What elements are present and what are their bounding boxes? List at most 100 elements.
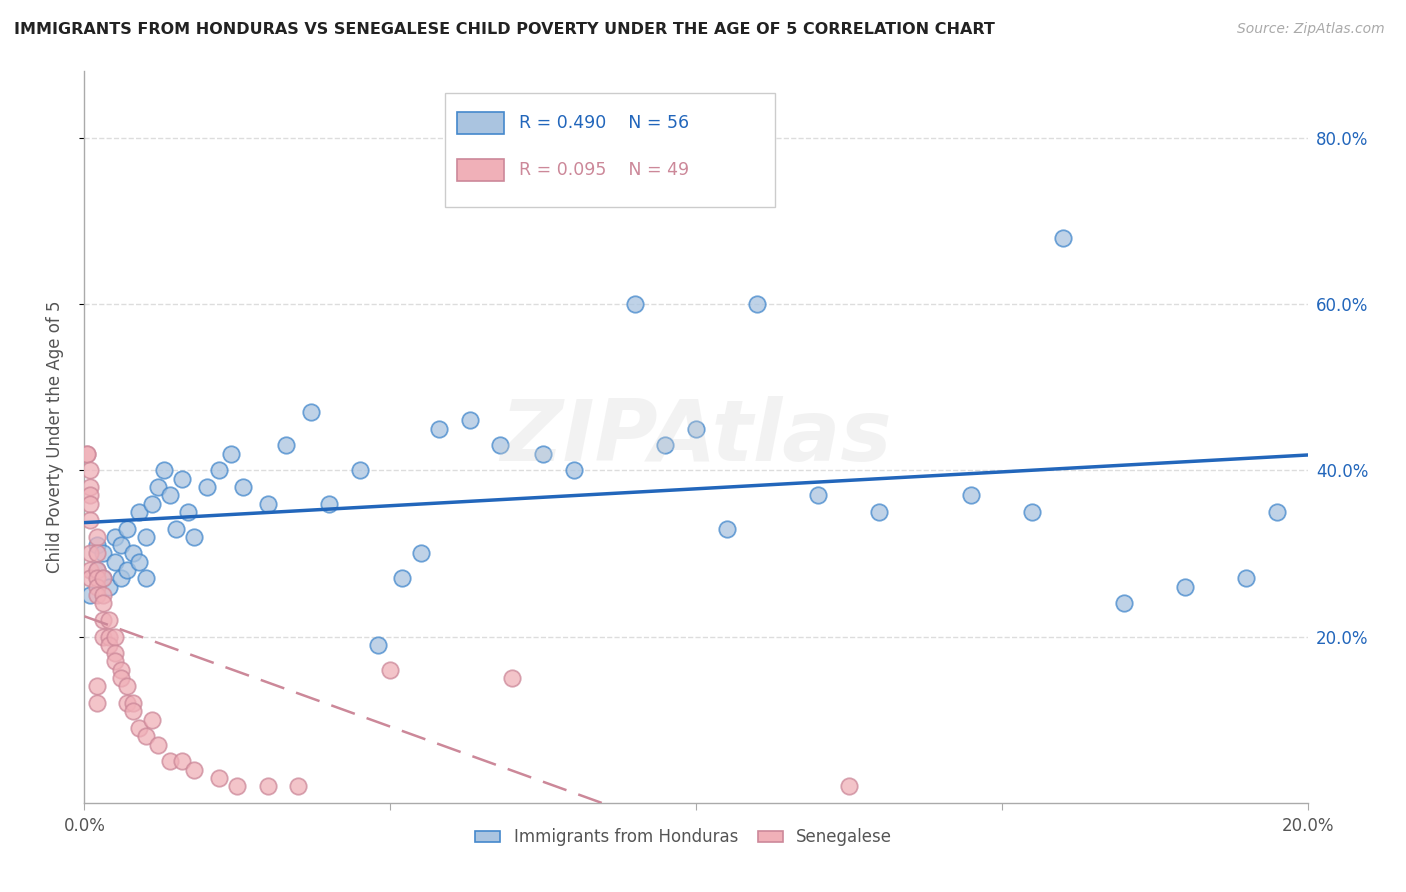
Bar [457, 159, 503, 181]
Point [104, 555, 127, 569]
Point [76, 447, 98, 461]
Point [135, 530, 157, 544]
Point [1265, 505, 1288, 519]
Point [86, 563, 108, 577]
Point [1052, 230, 1074, 244]
Point [1236, 571, 1258, 585]
Point [86, 696, 108, 710]
Point [257, 497, 280, 511]
Point [91, 546, 114, 560]
Point [349, 463, 371, 477]
Point [183, 763, 205, 777]
FancyBboxPatch shape [446, 94, 776, 207]
Point [141, 497, 163, 511]
Point [232, 480, 254, 494]
Point [79, 463, 101, 477]
Point [86, 546, 108, 560]
Point [208, 463, 231, 477]
Point [122, 546, 145, 560]
Point [79, 571, 101, 585]
Text: IMMIGRANTS FROM HONDURAS VS SENEGALESE CHILD POVERTY UNDER THE AGE OF 5 CORRELAT: IMMIGRANTS FROM HONDURAS VS SENEGALESE C… [14, 22, 995, 37]
Point [79, 563, 101, 577]
Point [128, 505, 150, 519]
Point [110, 671, 132, 685]
Point [409, 546, 432, 560]
Point [367, 638, 389, 652]
Point [716, 521, 738, 535]
Text: R = 0.490    N = 56: R = 0.490 N = 56 [519, 113, 689, 131]
Legend: Immigrants from Honduras, Senegalese: Immigrants from Honduras, Senegalese [468, 822, 898, 853]
Point [115, 563, 138, 577]
Point [86, 563, 108, 577]
Point [177, 505, 200, 519]
Point [104, 630, 127, 644]
Point [458, 413, 481, 427]
Point [91, 596, 114, 610]
Point [91, 588, 114, 602]
Point [172, 754, 194, 768]
Point [135, 571, 157, 585]
Point [76, 447, 98, 461]
Point [1021, 505, 1043, 519]
Point [115, 521, 138, 535]
Point [97, 638, 120, 652]
Point [79, 588, 101, 602]
Point [960, 488, 983, 502]
Point [654, 438, 676, 452]
Point [86, 571, 108, 585]
Point [104, 530, 127, 544]
Point [1174, 580, 1197, 594]
Bar [457, 112, 503, 134]
Point [79, 480, 101, 494]
Point [318, 497, 340, 511]
Point [183, 530, 205, 544]
Point [97, 580, 120, 594]
Point [86, 680, 108, 694]
Y-axis label: Child Poverty Under the Age of 5: Child Poverty Under the Age of 5 [45, 301, 63, 574]
Point [747, 297, 769, 311]
Point [172, 472, 194, 486]
Point [86, 530, 108, 544]
Point [110, 663, 132, 677]
Text: R = 0.095    N = 49: R = 0.095 N = 49 [519, 161, 689, 179]
Point [115, 696, 138, 710]
Point [79, 488, 101, 502]
Point [115, 680, 138, 694]
Text: ZIPAtlas: ZIPAtlas [501, 395, 891, 479]
Point [807, 488, 830, 502]
Point [1114, 596, 1136, 610]
Point [165, 521, 187, 535]
Point [97, 613, 120, 627]
Point [562, 463, 585, 477]
Point [146, 738, 169, 752]
Point [299, 405, 322, 419]
Point [91, 571, 114, 585]
Point [91, 630, 114, 644]
Point [257, 779, 280, 793]
Point [91, 571, 114, 585]
Point [110, 571, 132, 585]
Point [128, 721, 150, 735]
Point [159, 754, 181, 768]
Point [122, 705, 145, 719]
Point [104, 646, 127, 660]
Point [531, 447, 554, 461]
Point [219, 447, 242, 461]
Point [79, 546, 101, 560]
Point [86, 588, 108, 602]
Point [135, 729, 157, 743]
Point [380, 663, 402, 677]
Point [159, 488, 181, 502]
Point [122, 696, 145, 710]
Point [79, 513, 101, 527]
Point [86, 580, 108, 594]
Point [104, 655, 127, 669]
Point [208, 771, 231, 785]
Point [91, 613, 114, 627]
Point [141, 713, 163, 727]
Point [502, 671, 524, 685]
Point [287, 779, 309, 793]
Point [427, 422, 450, 436]
Point [838, 779, 860, 793]
Point [110, 538, 132, 552]
